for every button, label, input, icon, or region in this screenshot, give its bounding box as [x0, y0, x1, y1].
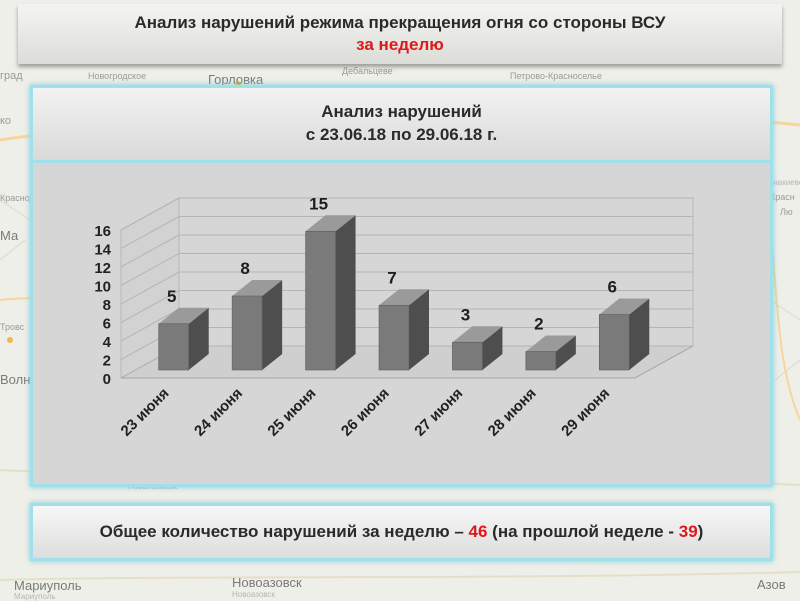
x-tick-label: 29 июня [558, 385, 613, 440]
y-tick-label: 10 [94, 279, 111, 296]
chart-title: Анализ нарушений [321, 102, 482, 121]
x-tick-label: 23 июня [118, 385, 173, 440]
bar [305, 230, 336, 371]
data-label: 7 [387, 268, 396, 287]
x-tick-label: 26 июня [338, 385, 393, 440]
gridline [120, 271, 693, 305]
bar-side [555, 335, 576, 370]
header-panel: Анализ нарушений режима прекращения огня… [18, 4, 782, 64]
footer-panel: Общее количество нарушений за неделю – 4… [30, 503, 773, 561]
y-tick-label: 4 [103, 334, 112, 351]
x-tick-label: 28 июня [485, 385, 540, 440]
bar [158, 323, 190, 371]
map-label: Волн [0, 372, 31, 387]
week-total-value: 46 [468, 522, 488, 541]
chart-title-box: Анализ нарушений с 23.06.18 по 29.06.18 … [33, 88, 770, 163]
data-label: 5 [167, 287, 176, 306]
bar [378, 304, 410, 371]
gridline [120, 234, 693, 268]
map-label: Петрово-Красноселье [510, 71, 602, 81]
y-tick-label: 0 [103, 371, 111, 388]
bar [525, 351, 557, 371]
bar [231, 295, 263, 371]
bar [598, 314, 630, 371]
bar-side [335, 215, 356, 370]
map-label: Мариуполь [14, 578, 82, 593]
map-label: град [0, 70, 23, 82]
data-label: 8 [240, 259, 249, 278]
x-tick-label: 24 июня [191, 385, 246, 440]
header-subtitle: за неделю [356, 35, 444, 54]
y-tick-label: 2 [103, 353, 111, 370]
chart-date-range: с 23.06.18 по 29.06.18 г. [305, 125, 498, 144]
map-label: Краснодон [0, 193, 45, 203]
map-label: Тровс [0, 322, 25, 332]
bar-side [409, 289, 429, 370]
bar-side [482, 326, 503, 370]
y-tick-label: 8 [103, 297, 111, 314]
bar-top [379, 289, 429, 306]
map-label: Ма [0, 228, 19, 243]
y-tick-label: 16 [94, 223, 111, 240]
bar-top [599, 298, 650, 315]
chart-panel: Анализ нарушений с 23.06.18 по 29.06.18 … [30, 85, 773, 487]
data-label: 2 [534, 315, 543, 334]
y-tick-label: 12 [94, 260, 111, 277]
map-label: Горловка [208, 72, 264, 87]
map-label: Лю [780, 207, 793, 217]
header-title: Анализ нарушений режима прекращения огня… [134, 13, 666, 32]
x-tick-label: 25 июня [264, 385, 319, 440]
map-label: Мариуполь [14, 592, 56, 601]
bar-top [525, 335, 576, 352]
footer-text-prefix: Общее количество нарушений за неделю – [99, 522, 464, 541]
y-tick-label: 14 [94, 242, 111, 259]
bar-top [232, 280, 283, 296]
gridline [120, 197, 693, 231]
gridline [120, 290, 693, 323]
data-label: 3 [461, 305, 470, 324]
data-label: 15 [309, 194, 328, 213]
map-label: Красн [770, 192, 795, 202]
gridline [120, 253, 693, 286]
bar-side [629, 298, 650, 370]
bar [452, 341, 483, 371]
map-label: Дебальцеве [342, 66, 393, 76]
gridline [120, 216, 693, 249]
map-label: Новоазовск [232, 575, 302, 590]
previous-week-total-value: 39 [678, 522, 698, 541]
map-label: Новогродское [88, 71, 147, 81]
y-tick-label: 6 [103, 316, 111, 333]
map-label: Енакиево [768, 178, 800, 187]
bar-side [188, 307, 209, 370]
bar-top [452, 326, 503, 343]
bar-top [158, 307, 209, 324]
footer-text-middle: (на прошлой неделе - [492, 522, 675, 541]
bar-side [262, 280, 283, 370]
map-label: ко [0, 115, 12, 127]
footer-text-suffix: ) [697, 522, 704, 541]
map-label: Новоазовск [232, 590, 275, 599]
map-label: Азов [757, 577, 786, 592]
bar-top [305, 215, 356, 232]
x-tick-label: 27 июня [411, 385, 466, 440]
data-label: 6 [608, 278, 617, 297]
